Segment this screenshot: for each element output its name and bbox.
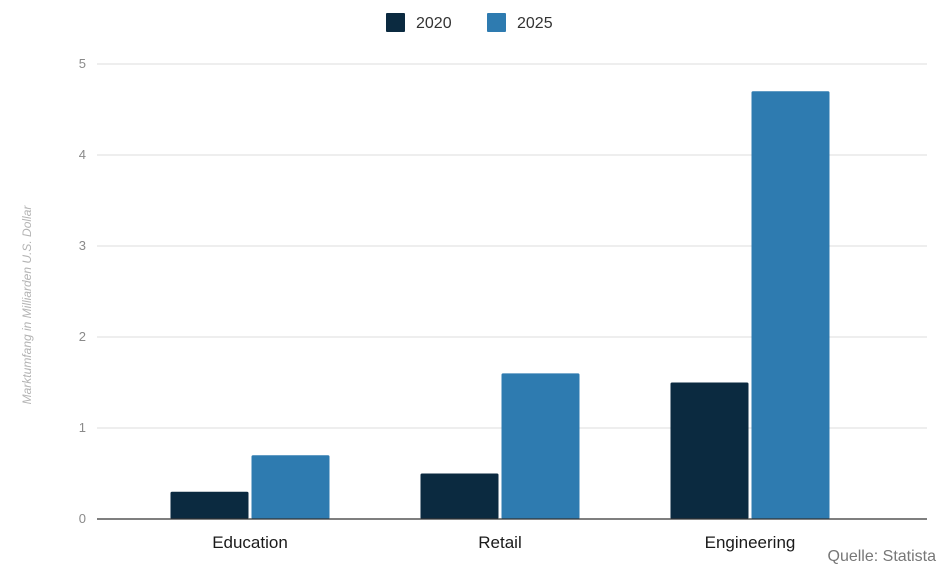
x-category-label: Education — [212, 533, 288, 552]
bars — [170, 91, 830, 520]
bar-2020-engineering — [670, 382, 749, 519]
x-category-label: Engineering — [705, 533, 796, 552]
bar-2025-engineering — [751, 91, 830, 520]
y-tick-label: 2 — [79, 329, 86, 344]
y-tick-label: 4 — [79, 147, 86, 162]
source-note: Quelle: Statista — [828, 548, 937, 565]
legend-label-2025: 2025 — [517, 15, 553, 32]
y-axis-label: Marktumfang in Milliarden U.S. Dollar — [20, 205, 34, 405]
y-tick-label: 1 — [79, 420, 86, 435]
bar-2020-education — [170, 491, 249, 519]
x-category-label: Retail — [478, 533, 521, 552]
x-axis-categories: Education Retail Engineering — [212, 533, 795, 552]
y-tick-label: 5 — [79, 56, 86, 71]
bar-2020-retail — [420, 473, 499, 519]
legend: 2020 2025 — [386, 13, 553, 32]
legend-swatch-2020 — [386, 13, 405, 32]
bar-2025-education — [251, 455, 330, 519]
legend-label-2020: 2020 — [416, 15, 452, 32]
y-axis-ticks: 0 1 2 3 4 5 — [79, 56, 86, 526]
bar-2025-retail — [501, 373, 580, 519]
y-tick-label: 0 — [79, 511, 86, 526]
y-tick-label: 3 — [79, 238, 86, 253]
legend-swatch-2025 — [487, 13, 506, 32]
